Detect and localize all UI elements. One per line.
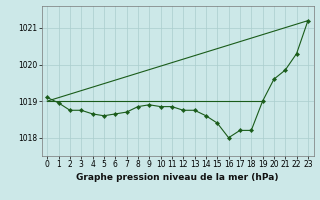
X-axis label: Graphe pression niveau de la mer (hPa): Graphe pression niveau de la mer (hPa) (76, 173, 279, 182)
